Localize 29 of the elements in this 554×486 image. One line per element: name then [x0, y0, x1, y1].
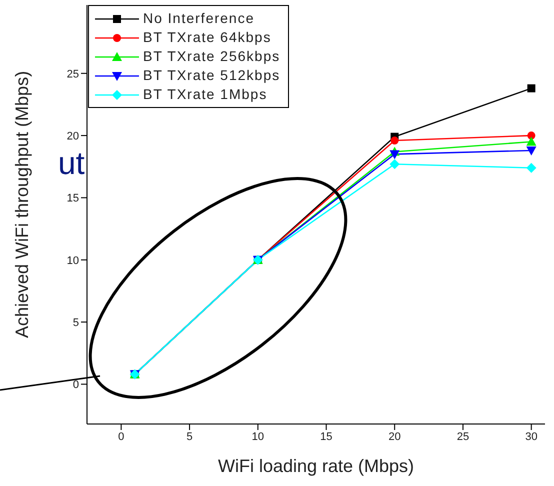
legend-label: No Interference	[143, 9, 254, 28]
x-tick-label: 20	[388, 430, 401, 443]
y-tick-label: 10	[66, 254, 79, 267]
x-tick-label: 15	[320, 430, 332, 443]
y-tick-label: 15	[66, 192, 79, 205]
point	[526, 146, 536, 156]
y-axis-title: Achieved WiFi throughput (Mbps)	[12, 70, 32, 338]
y-tick-label: 20	[66, 130, 79, 142]
x-tick-label: 5	[186, 430, 193, 443]
x-tick-label: 10	[252, 430, 264, 443]
point	[527, 132, 536, 140]
legend-label: BT TXrate 1Mbps	[143, 85, 268, 104]
point	[527, 84, 536, 92]
legend-label: BT TXrate 512kbps	[143, 66, 280, 85]
y-tick-label: 5	[72, 316, 79, 329]
point	[390, 136, 399, 145]
legend-label: BT TXrate 64kbps	[143, 28, 272, 47]
y-tick-label: 25	[66, 68, 79, 80]
point	[526, 136, 536, 146]
point	[390, 150, 400, 160]
legend-label: BT TXrate 256kbps	[143, 47, 280, 66]
x-axis-title: WiFi loading rate (Mbps)	[218, 456, 414, 476]
y-tick-label: 0	[72, 379, 79, 392]
x-tick-label: 30	[525, 430, 538, 443]
x-tick-label: 0	[118, 430, 124, 443]
text: ut	[58, 145, 85, 182]
point	[390, 159, 400, 170]
point	[526, 162, 536, 173]
x-tick-label: 25	[456, 430, 470, 443]
